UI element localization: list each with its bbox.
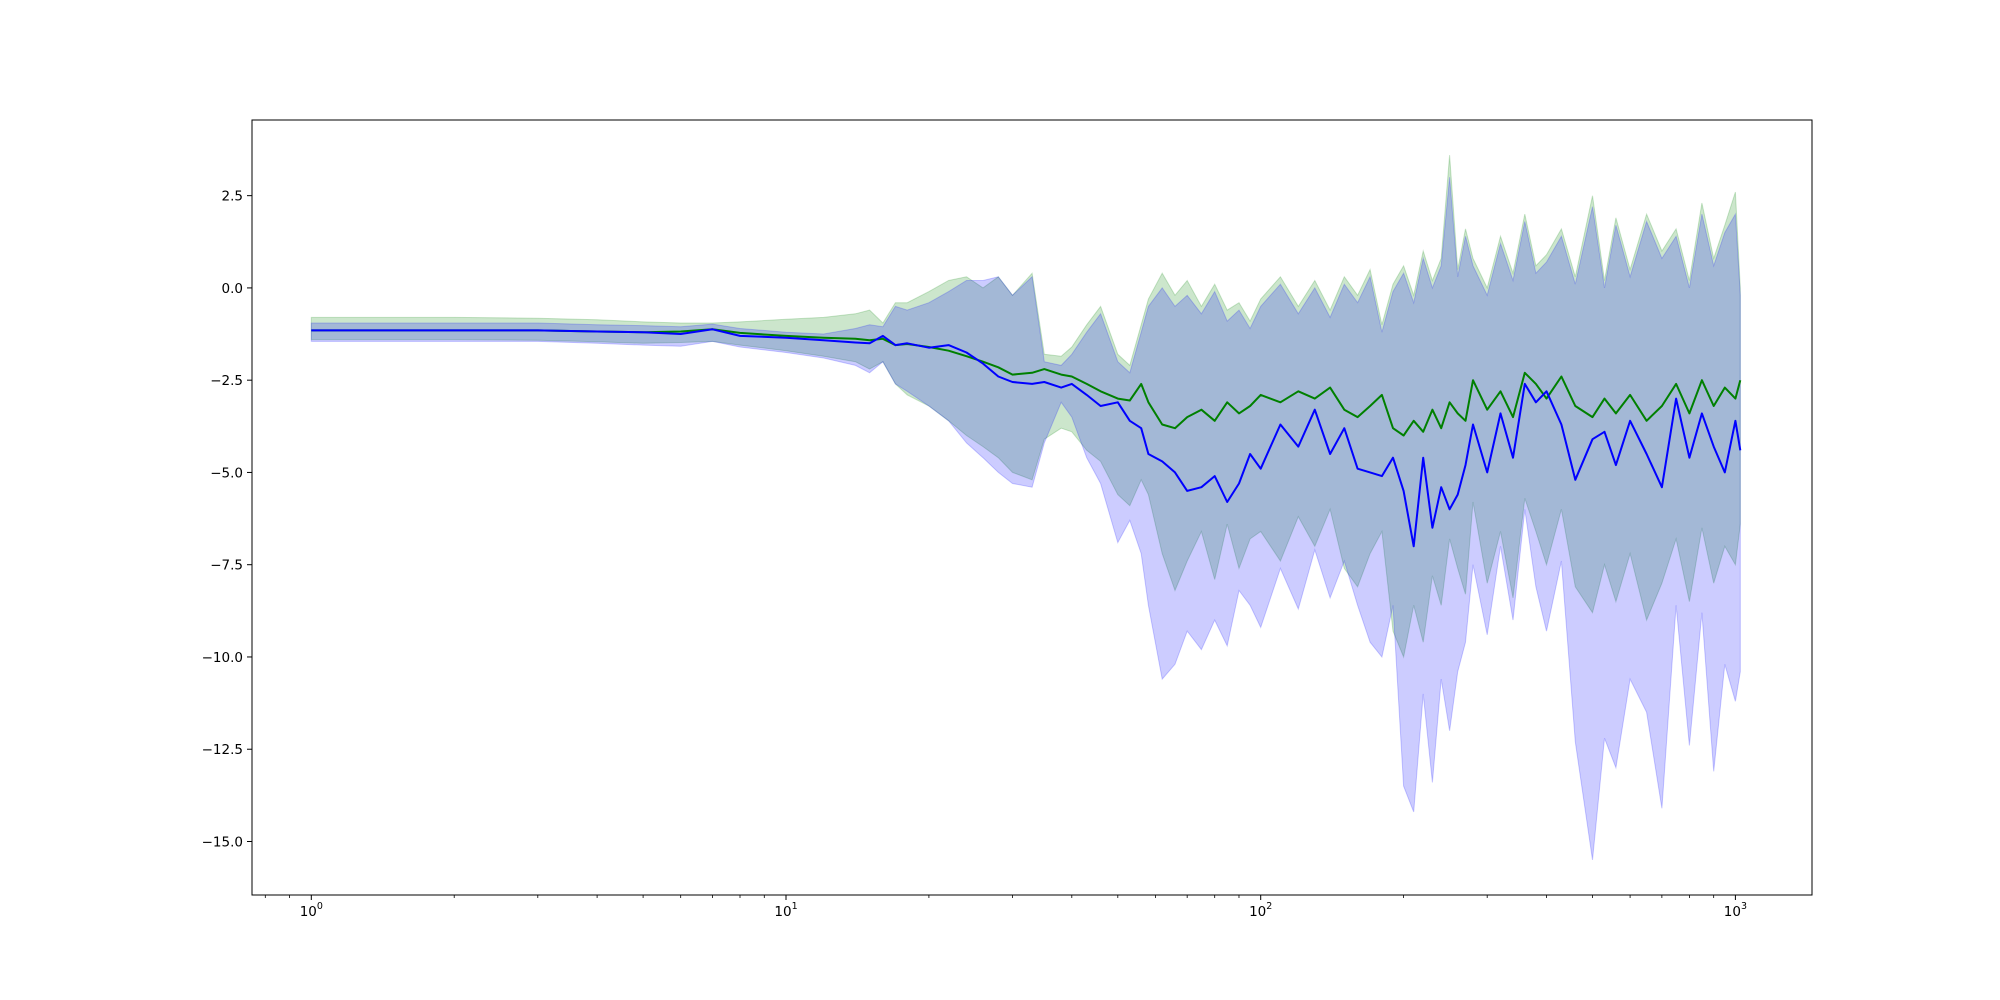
y-tick-label: −7.5 — [210, 558, 243, 574]
y-tick-label: 2.5 — [222, 189, 243, 205]
confidence-bands — [310, 155, 1741, 860]
y-tick-label: 0.0 — [222, 281, 243, 297]
y-tick-label: −15.0 — [202, 834, 243, 850]
y-axis-ticks: 2.5 0.0 −2.5 −5.0 −7.5 −10.0 −12.5 −15.0 — [202, 189, 252, 850]
y-tick-label: −10.0 — [202, 650, 243, 666]
series-0-band — [310, 155, 1741, 659]
x-tick-label: 103 — [1724, 901, 1747, 920]
y-tick-label: −2.5 — [210, 373, 243, 389]
plot-frame — [251, 119, 1813, 896]
series-1-band — [310, 177, 1741, 860]
y-tick-label: −5.0 — [210, 465, 243, 481]
mean-lines — [311, 328, 1742, 548]
x-tick-label: 102 — [1249, 901, 1272, 920]
y-tick-label: −12.5 — [202, 742, 243, 758]
series-1-line — [311, 328, 1742, 548]
x-tick-label: 100 — [300, 901, 323, 920]
x-tick-label: 101 — [774, 901, 797, 920]
x-axis-ticks: 100 101 102 103 — [264, 895, 1747, 920]
